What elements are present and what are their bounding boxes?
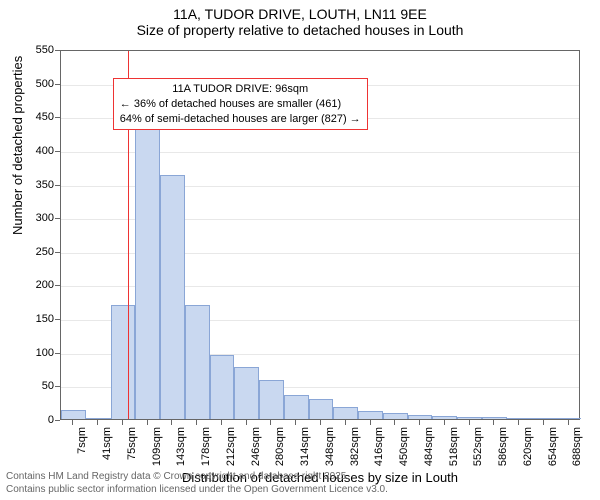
histogram-bar	[111, 305, 136, 419]
histogram-bar	[333, 407, 358, 419]
x-tick-label: 143sqm	[175, 427, 187, 466]
x-tick-label: 280sqm	[274, 427, 286, 466]
histogram-bar	[556, 418, 581, 419]
x-tick-label: 212sqm	[225, 427, 237, 466]
chart-title-main: 11A, TUDOR DRIVE, LOUTH, LN11 9EE	[0, 6, 600, 22]
y-axis: 050100150200250300350400450500550	[0, 50, 60, 420]
histogram-bar	[61, 410, 86, 419]
x-tick-label: 484sqm	[423, 427, 435, 466]
chart-title-block: 11A, TUDOR DRIVE, LOUTH, LN11 9EE Size o…	[0, 6, 600, 38]
x-tick-label: 416sqm	[374, 427, 386, 466]
x-tick-label: 178sqm	[200, 427, 212, 466]
histogram-bar	[234, 367, 259, 419]
histogram-bar	[507, 418, 532, 419]
x-tick-label: 314sqm	[299, 427, 311, 466]
x-tick-label: 586sqm	[497, 427, 509, 466]
y-tick-label: 400	[36, 145, 54, 157]
histogram-bar	[358, 411, 383, 419]
annotation-line: ← 36% of detached houses are smaller (46…	[120, 97, 361, 112]
annotation-line: 64% of semi-detached houses are larger (…	[120, 112, 361, 127]
footer-line-2: Contains public sector information licen…	[6, 484, 388, 497]
x-tick-mark	[122, 420, 123, 425]
x-tick-mark	[444, 420, 445, 425]
histogram-bar	[86, 418, 111, 419]
histogram-bar	[259, 380, 284, 419]
x-tick-mark	[394, 420, 395, 425]
x-tick-label: 246sqm	[250, 427, 262, 466]
x-tick-mark	[221, 420, 222, 425]
x-tick-label: 348sqm	[324, 427, 336, 466]
histogram-bar	[185, 305, 210, 419]
y-tick-label: 350	[36, 179, 54, 191]
x-tick-mark	[270, 420, 271, 425]
x-tick-label: 109sqm	[151, 427, 163, 466]
x-tick-label: 450sqm	[398, 427, 410, 466]
x-tick-mark	[493, 420, 494, 425]
x-tick-label: 7sqm	[76, 427, 88, 454]
x-tick-mark	[345, 420, 346, 425]
x-tick-mark	[543, 420, 544, 425]
histogram-bar	[309, 399, 334, 419]
plot-area: 11A TUDOR DRIVE: 96sqm← 36% of detached …	[60, 50, 580, 420]
x-tick-label: 552sqm	[473, 427, 485, 466]
y-tick-label: 450	[36, 111, 54, 123]
x-tick-label: 688sqm	[572, 427, 584, 466]
x-tick-mark	[295, 420, 296, 425]
y-tick-label: 500	[36, 78, 54, 90]
x-tick-mark	[320, 420, 321, 425]
x-tick-mark	[147, 420, 148, 425]
x-tick-label: 620sqm	[522, 427, 534, 466]
x-tick-label: 75sqm	[126, 427, 138, 460]
annotation-line: 11A TUDOR DRIVE: 96sqm	[120, 82, 361, 97]
x-tick-mark	[171, 420, 172, 425]
y-tick-label: 150	[36, 313, 54, 325]
y-tick-label: 100	[36, 347, 54, 359]
x-tick-mark	[72, 420, 73, 425]
histogram-bar	[383, 413, 408, 419]
histogram-bar	[408, 415, 433, 419]
y-tick-label: 50	[42, 380, 54, 392]
y-tick-label: 550	[36, 44, 54, 56]
x-tick-mark	[469, 420, 470, 425]
chart-footer: Contains HM Land Registry data © Crown c…	[6, 471, 388, 496]
annotation-box: 11A TUDOR DRIVE: 96sqm← 36% of detached …	[113, 78, 368, 131]
x-tick-mark	[568, 420, 569, 425]
y-tick-label: 200	[36, 279, 54, 291]
x-tick-label: 654sqm	[547, 427, 559, 466]
histogram-bar	[531, 418, 556, 419]
x-tick-label: 518sqm	[448, 427, 460, 466]
histogram-bar	[457, 417, 482, 419]
x-tick-mark	[419, 420, 420, 425]
chart-container: 11A, TUDOR DRIVE, LOUTH, LN11 9EE Size o…	[0, 0, 600, 500]
y-tick-label: 300	[36, 212, 54, 224]
histogram-bar	[284, 395, 309, 419]
y-tick-label: 250	[36, 246, 54, 258]
x-tick-label: 41sqm	[101, 427, 113, 460]
footer-line-1: Contains HM Land Registry data © Crown c…	[6, 471, 388, 484]
histogram-bar	[135, 122, 160, 419]
histogram-bar	[482, 417, 507, 419]
x-tick-mark	[518, 420, 519, 425]
x-tick-mark	[97, 420, 98, 425]
histogram-bar	[432, 416, 457, 419]
chart-title-sub: Size of property relative to detached ho…	[0, 22, 600, 38]
histogram-bar	[210, 355, 235, 419]
x-tick-mark	[370, 420, 371, 425]
x-tick-label: 382sqm	[349, 427, 361, 466]
x-tick-mark	[196, 420, 197, 425]
x-tick-mark	[246, 420, 247, 425]
y-tick-label: 0	[48, 414, 54, 426]
histogram-bar	[160, 175, 185, 419]
